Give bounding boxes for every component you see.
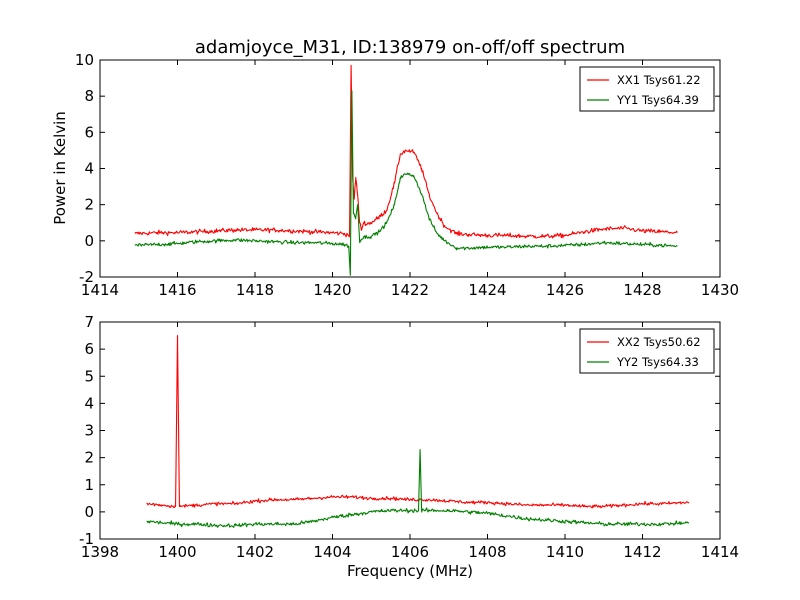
legend: XX1 Tsys61.22 YY1 Tsys64.39 (579, 66, 715, 112)
y-axis-label: Power in Kelvin (51, 111, 69, 225)
y-tick-label: 6 (84, 340, 94, 358)
legend-label: XX1 Tsys61.22 (617, 73, 701, 87)
x-tick-label: 1404 (313, 543, 351, 561)
x-tick-label: 1400 (158, 543, 196, 561)
x-tick-label: 1414 (81, 281, 119, 299)
legend-label: YY2 Tsys64.33 (616, 355, 699, 369)
y-tick-label: -2 (79, 268, 94, 286)
x-tick-label: 1412 (623, 543, 661, 561)
y-tick-label: 0 (84, 503, 94, 521)
y-tick-label: 2 (84, 449, 94, 467)
series-line-xx2 (146, 335, 690, 509)
y-tick-label: 2 (84, 196, 94, 214)
bottom-panel: 1398 1400 1402 1404 1406 1408 1410 1412 1414 -1 0 1… (79, 313, 739, 561)
series-line-yy1 (134, 90, 678, 276)
x-tick-label: 1420 (313, 281, 351, 299)
legend-label: YY1 Tsys64.39 (616, 93, 699, 107)
y-tick-label: 6 (84, 123, 94, 141)
y-tick-label: 0 (84, 232, 94, 250)
x-tick-label: 1398 (81, 543, 119, 561)
x-tick-label: 1406 (391, 543, 429, 561)
chart-title: adamjoyce_M31, ID:138979 on-off/off spec… (195, 37, 625, 58)
x-axis-label: Frequency (MHz) (347, 562, 473, 580)
y-tick-label: 7 (84, 313, 94, 331)
y-tick-label: 1 (84, 476, 94, 494)
x-tick-label: 1428 (623, 281, 661, 299)
y-tick-label: 4 (84, 394, 94, 412)
x-tick-label: 1402 (236, 543, 274, 561)
y-tick-label: 8 (84, 87, 94, 105)
x-tick-label: 1414 (701, 543, 739, 561)
y-tick-label: -1 (79, 530, 94, 548)
series-line-xx1 (134, 64, 678, 239)
x-tick-label: 1430 (701, 281, 739, 299)
y-tick-label: 3 (84, 422, 94, 440)
x-tick-label: 1424 (468, 281, 506, 299)
x-tick-label: 1418 (236, 281, 274, 299)
x-tick-label: 1416 (158, 281, 196, 299)
legend: XX2 Tsys50.62 YY2 Tsys64.33 (579, 328, 715, 374)
y-tick-label: 4 (84, 160, 94, 178)
x-tick-label: 1408 (468, 543, 506, 561)
series-line-yy2 (146, 448, 690, 528)
legend-label: XX2 Tsys50.62 (617, 335, 701, 349)
x-tick-label: 1426 (546, 281, 584, 299)
x-tick-label: 1422 (391, 281, 429, 299)
y-tick-label: 5 (84, 367, 94, 385)
y-tick-label: 10 (75, 51, 94, 69)
top-panel: 1414 1416 1418 1420 1422 1424 1426 1428 1430 -2 0 2… (75, 51, 739, 299)
x-tick-label: 1410 (546, 543, 584, 561)
